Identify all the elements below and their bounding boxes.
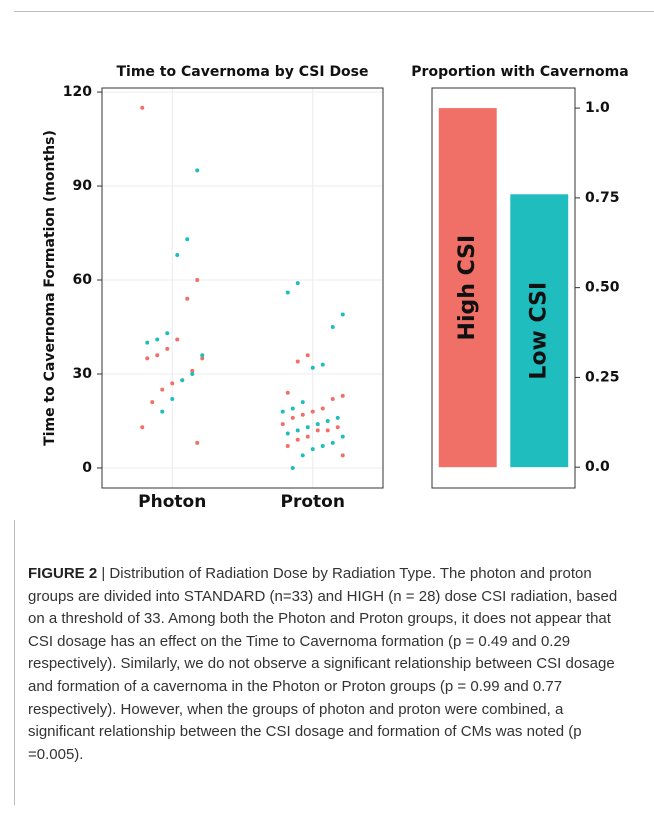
- point: [195, 168, 200, 173]
- point: [175, 337, 180, 342]
- point: [320, 406, 325, 411]
- y-tick-label: 1.0: [585, 100, 610, 116]
- x-tick-label: Photon: [138, 492, 206, 512]
- point: [280, 422, 285, 427]
- point: [315, 422, 320, 427]
- point: [155, 337, 160, 342]
- point: [325, 428, 330, 433]
- bar: [438, 108, 497, 468]
- point: [145, 340, 150, 345]
- chart-title: Time to Cavernoma by CSI Dose: [116, 64, 368, 80]
- figure: Time to Cavernoma by CSI Dose Time to Cav…: [42, 64, 629, 512]
- x-tick-label: Proton: [281, 492, 345, 512]
- bar-label: High CSI: [455, 235, 480, 341]
- point: [165, 346, 170, 351]
- point: [340, 453, 345, 458]
- plot-border: [431, 87, 576, 489]
- point: [325, 418, 330, 423]
- point: [150, 400, 155, 405]
- point: [310, 409, 315, 414]
- point: [185, 296, 190, 301]
- point: [200, 353, 205, 358]
- point: [175, 252, 180, 257]
- point: [340, 312, 345, 317]
- point: [285, 431, 290, 436]
- point: [160, 387, 165, 392]
- point: [320, 362, 325, 367]
- y-tick-label: 120: [63, 84, 92, 100]
- point: [140, 105, 145, 110]
- point: [295, 281, 300, 286]
- point: [340, 434, 345, 439]
- chart-title: Proportion with Cavernoma: [411, 64, 628, 80]
- point: [200, 356, 205, 361]
- point: [300, 400, 305, 405]
- point: [315, 428, 320, 433]
- point: [330, 324, 335, 329]
- point: [290, 415, 295, 420]
- y-tick-label: 0: [82, 460, 92, 476]
- plot-border: [101, 87, 384, 489]
- point: [170, 397, 175, 402]
- point: [285, 390, 290, 395]
- y-tick-label: 0.50: [585, 280, 620, 296]
- point: [160, 409, 165, 414]
- y-tick-label: 0.25: [585, 369, 620, 385]
- frame-left: [14, 520, 15, 805]
- point: [180, 378, 185, 383]
- caption-text: | Distribution of Radiation Dose by Radi…: [28, 565, 618, 763]
- point: [280, 409, 285, 414]
- point: [290, 465, 295, 470]
- y-tick-label: 90: [73, 178, 93, 194]
- bar-label: Low CSI: [526, 282, 551, 380]
- caption: FIGURE 2 | Distribution of Radiation Dos…: [28, 563, 634, 766]
- caption-label: FIGURE 2: [28, 565, 98, 582]
- point: [155, 353, 160, 358]
- point: [170, 381, 175, 386]
- point: [305, 425, 310, 430]
- point: [295, 428, 300, 433]
- point: [340, 393, 345, 398]
- point: [195, 278, 200, 283]
- point: [310, 365, 315, 370]
- y-tick-label: 30: [73, 366, 93, 382]
- point: [295, 359, 300, 364]
- point: [145, 356, 150, 361]
- bar: [510, 194, 569, 468]
- point: [300, 453, 305, 458]
- point: [185, 237, 190, 242]
- point: [305, 353, 310, 358]
- point: [335, 425, 340, 430]
- point: [335, 415, 340, 420]
- point: [190, 371, 195, 376]
- point: [295, 437, 300, 442]
- y-tick-label: 0.0: [585, 459, 610, 475]
- point: [195, 440, 200, 445]
- point: [330, 397, 335, 402]
- y-tick-label: 60: [73, 272, 93, 288]
- point: [290, 406, 295, 411]
- point: [165, 331, 170, 336]
- point: [305, 434, 310, 439]
- point: [320, 444, 325, 449]
- point: [140, 425, 145, 430]
- point: [285, 290, 290, 295]
- y-axis-label: Time to Cavernoma Formation (months): [42, 130, 58, 446]
- frame-top: [14, 11, 654, 12]
- point: [310, 447, 315, 452]
- y-tick-label: 0.75: [585, 190, 620, 206]
- point: [300, 412, 305, 417]
- point: [190, 368, 195, 373]
- point: [285, 444, 290, 449]
- point: [330, 440, 335, 445]
